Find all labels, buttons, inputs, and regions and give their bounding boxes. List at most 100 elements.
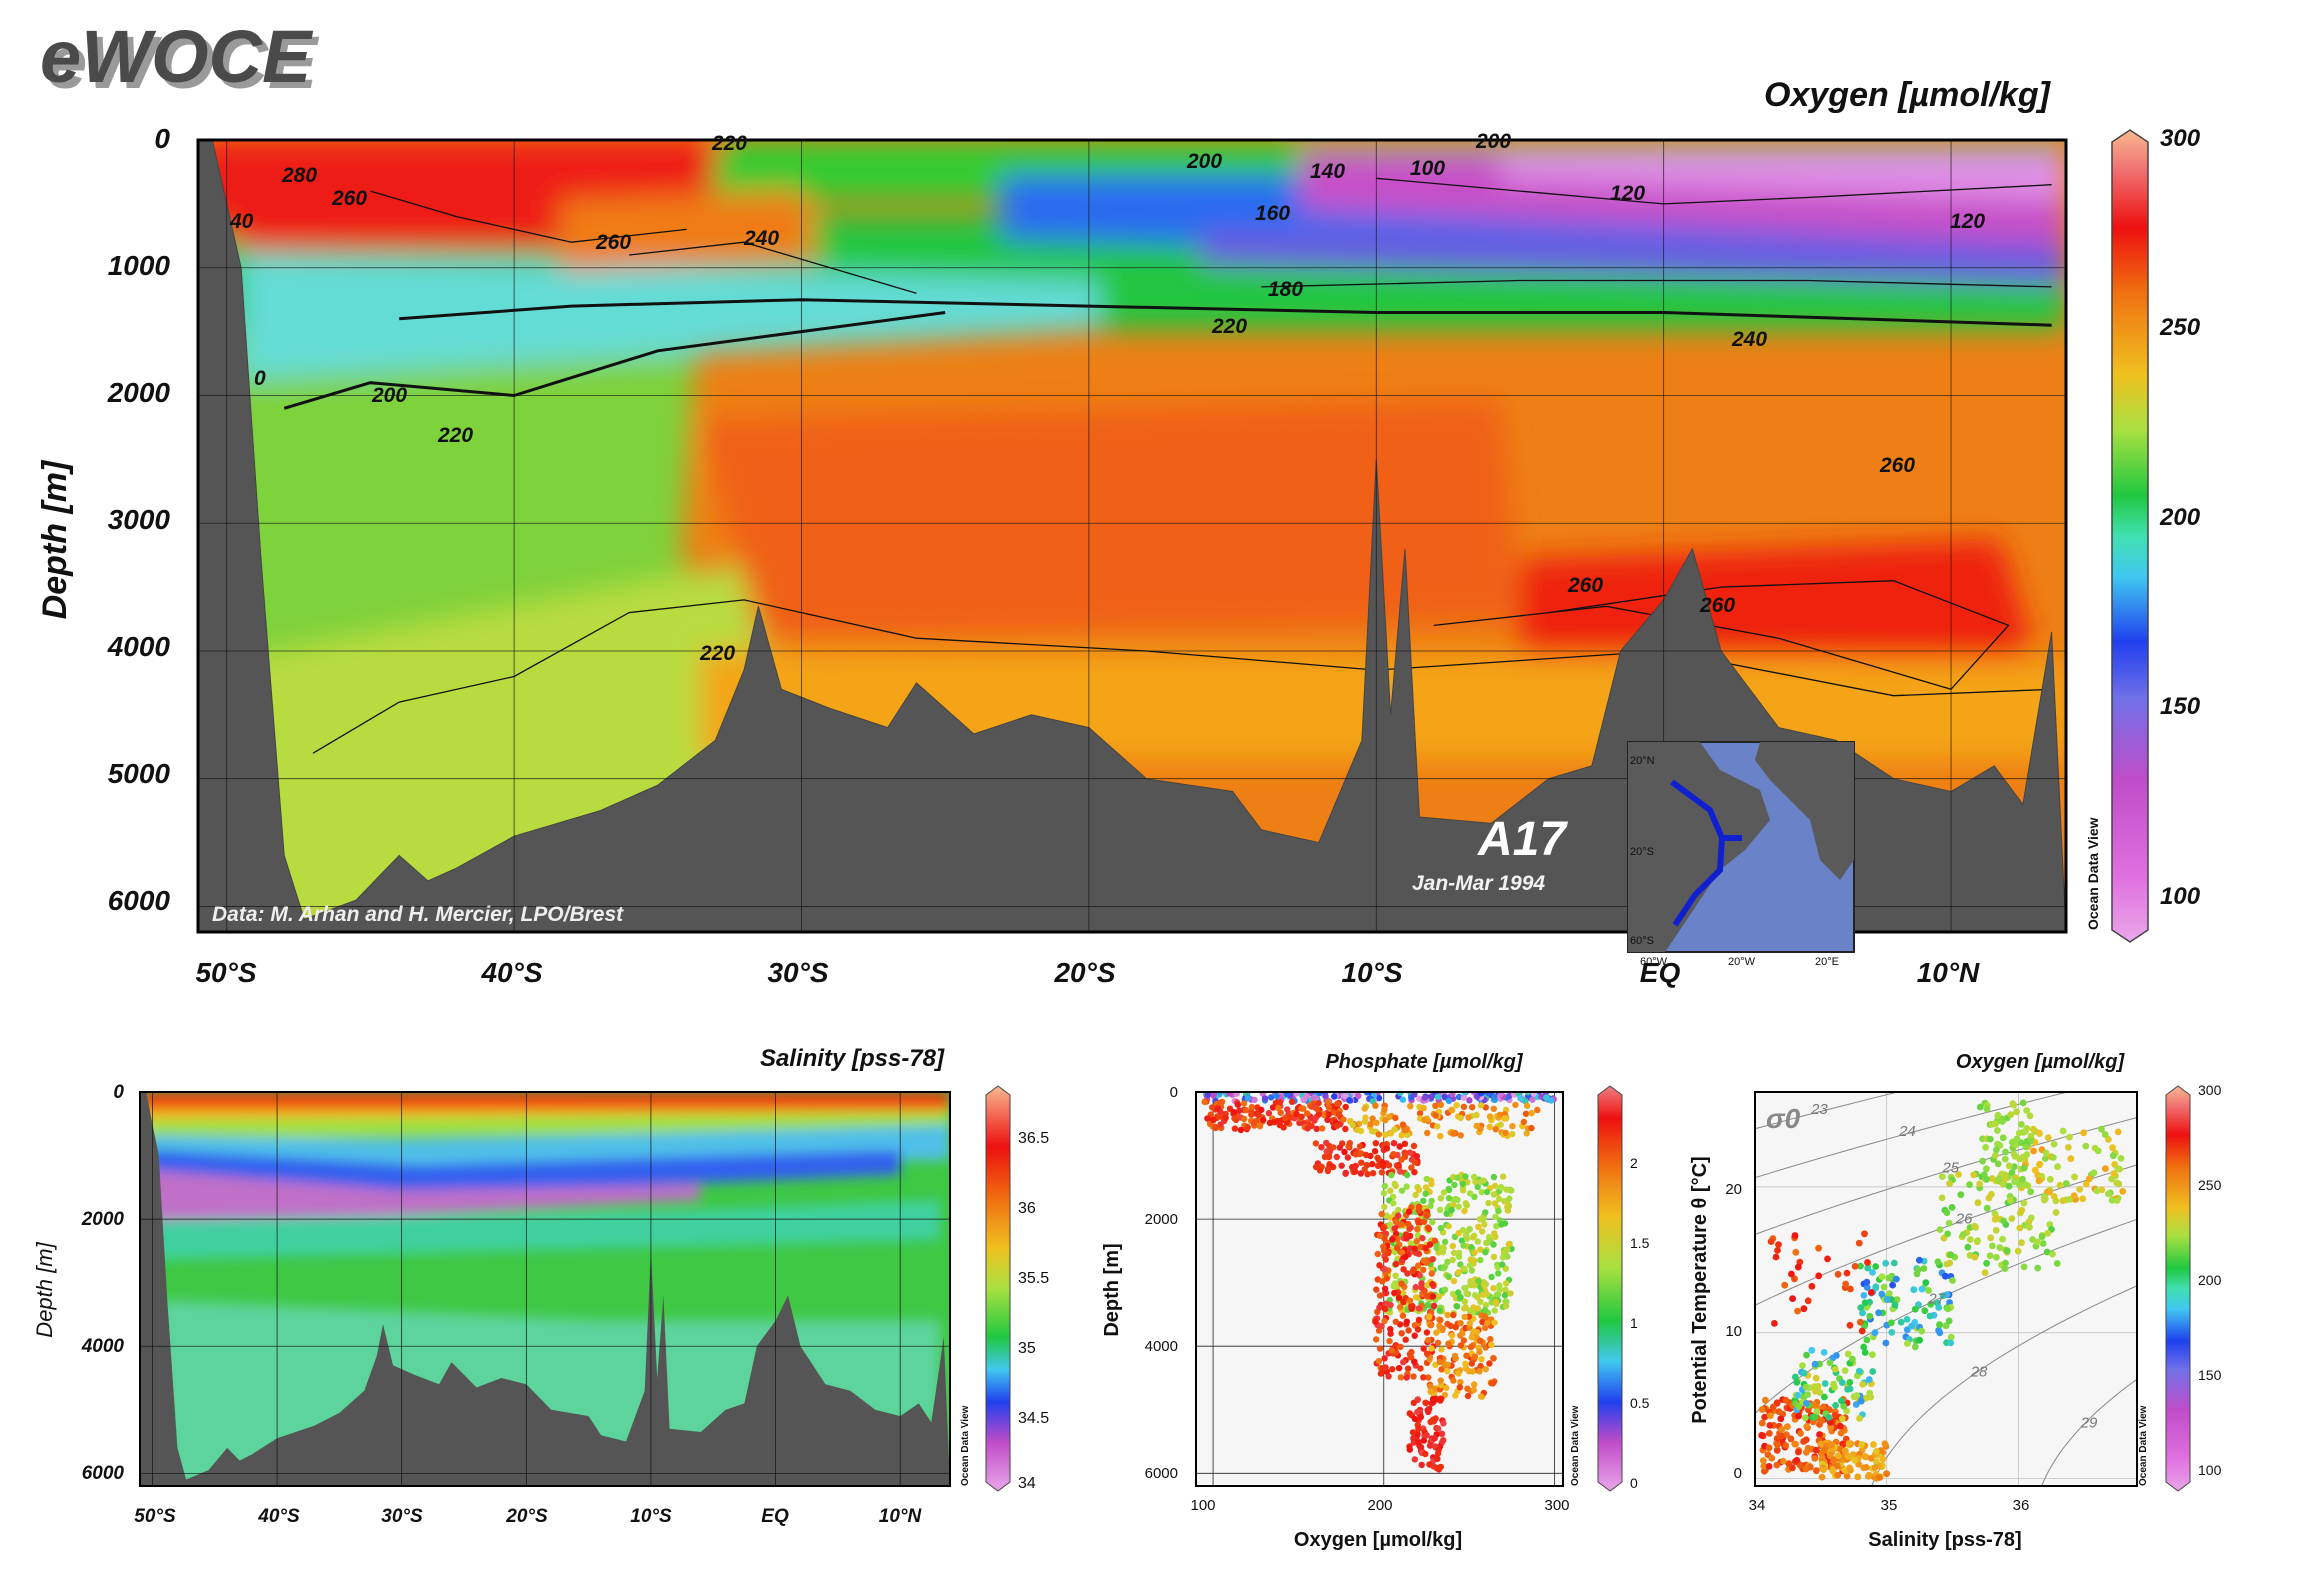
data-point [1231,1125,1239,1132]
contour-label: 240 [743,227,779,250]
data-point [1381,1265,1388,1273]
data-point [1428,1270,1435,1277]
data-point [2038,1233,2046,1240]
data-point [1363,1162,1371,1169]
data-point [1816,1389,1824,1396]
data-point [1415,1262,1422,1269]
phosphate-x-ticks: 100 200 300 [1190,1497,1569,1514]
data-point [1861,1349,1869,1356]
data-point [1394,1284,1401,1291]
colorbar-tick: 35 [1018,1340,1036,1357]
data-point [1387,1130,1395,1137]
data-point [1998,1170,2006,1178]
data-point [1865,1376,1873,1383]
data-point [1269,1104,1277,1111]
data-point [1483,1188,1491,1196]
data-point [1852,1401,1860,1408]
data-point [1993,1146,2000,1154]
data-point [1411,1332,1418,1339]
data-point [2030,1147,2037,1155]
data-point [2008,1215,2016,1222]
y-tick-label: 20 [1725,1181,1742,1198]
data-point [2018,1206,2026,1214]
data-point [1859,1381,1867,1388]
data-point [1529,1096,1536,1103]
data-point [1491,1093,1498,1101]
data-point [2005,1162,2013,1170]
data-point [1444,1258,1451,1266]
data-point [1466,1320,1474,1327]
data-point [1445,1223,1452,1230]
inset-cruise-track [1670,779,1726,927]
data-point [1453,1303,1461,1310]
data-point [1468,1267,1476,1274]
data-point [1222,1114,1229,1122]
data-point [1402,1231,1410,1238]
data-point [1377,1370,1385,1377]
data-point [1424,1301,1432,1309]
colorbar-tick: 250 [2159,314,2201,341]
data-point [1530,1092,1537,1097]
data-point [1517,1095,1524,1102]
ts-colorbar-ticks: 300 250 200 150 100 [2198,1082,2222,1478]
data-point [1426,1461,1433,1468]
data-point [1988,1190,1995,1198]
data-point [1288,1098,1296,1106]
data-point [1346,1097,1354,1104]
data-point [1857,1397,1865,1405]
data-point [1837,1429,1845,1437]
data-point [1459,1180,1467,1188]
data-point [2045,1188,2053,1196]
data-point [1382,1300,1389,1307]
data-point [2056,1181,2064,1189]
data-point [2113,1179,2121,1187]
data-point [1484,1239,1491,1246]
data-point [2108,1196,2116,1204]
data-point [1512,1101,1519,1109]
data-point [1472,1178,1479,1186]
data-point [1946,1180,1953,1187]
contour-label: 120 [1610,182,1645,205]
data-point [1846,1379,1854,1386]
data-point [1811,1455,1819,1462]
data-point [1948,1204,1956,1211]
data-point [1430,1398,1437,1406]
oxy-omz-light [1500,155,2066,200]
data-point [1403,1318,1411,1325]
data-point [2026,1223,2033,1231]
contour-line [629,241,917,294]
data-point [1457,1132,1464,1139]
data-point [1432,1415,1439,1422]
data-point [1983,1259,1990,1267]
data-point [1369,1170,1377,1177]
data-point [1788,1270,1795,1278]
data-point [1416,1272,1423,1279]
data-point [1830,1456,1838,1464]
data-point [1251,1096,1258,1104]
data-point [1416,1443,1424,1451]
data-point [1860,1292,1868,1299]
data-point [1455,1370,1462,1377]
data-point [1812,1446,1820,1454]
data-point [1265,1110,1273,1117]
data-point [1465,1114,1472,1121]
data-point [1434,1123,1441,1130]
data-point [1832,1402,1839,1409]
data-point [1436,1206,1444,1214]
data-point [1856,1415,1863,1422]
data-point [1463,1290,1470,1297]
data-point [1979,1157,1986,1165]
data-point [1921,1307,1929,1315]
data-point [1415,1219,1422,1226]
data-point [1918,1327,1926,1335]
data-point [1437,1316,1444,1324]
data-point [1382,1116,1389,1124]
data-point [2066,1133,2073,1141]
data-point [1854,1473,1862,1481]
data-point [1412,1191,1419,1199]
data-point [1342,1125,1349,1133]
data-point [1897,1318,1905,1326]
data-point [1437,1224,1445,1232]
data-point [1380,1190,1388,1197]
data-point [1885,1290,1893,1298]
